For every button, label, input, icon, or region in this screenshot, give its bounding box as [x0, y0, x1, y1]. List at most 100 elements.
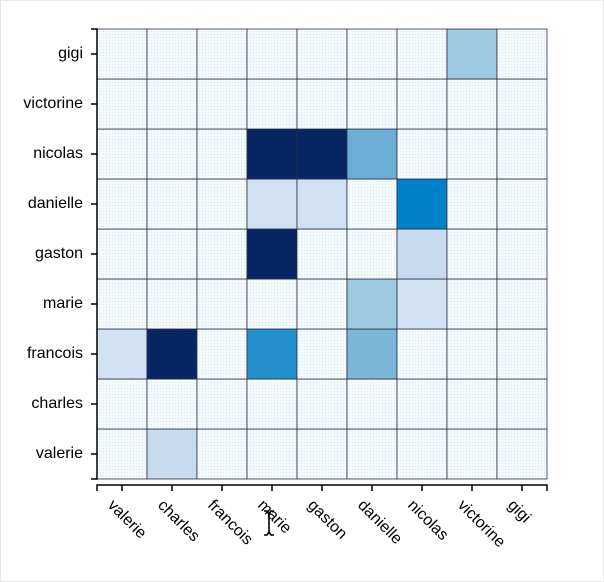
- y-tick-label: marie: [43, 295, 83, 312]
- heatmap-cell-gaston-victorine: [446, 228, 498, 280]
- heatmap-cell-gigi-danielle: [346, 28, 398, 80]
- heatmap-cell-gaston-valerie: [96, 228, 148, 280]
- heatmap-cell-francois-nicolas: [396, 328, 448, 380]
- heatmap-cell-victorine-charles: [146, 78, 198, 130]
- heatmap-cell-marie-victorine: [446, 278, 498, 330]
- y-tick-label: nicolas: [33, 145, 83, 162]
- y-tick-label: francois: [27, 345, 83, 362]
- heatmap-cell-francois-victorine: [446, 328, 498, 380]
- heatmap-cell-valerie-gigi: [496, 428, 548, 480]
- heatmap-cell-danielle-valerie: [96, 178, 148, 230]
- y-axis: valerie charles francois marie gaston daniell…: [23, 28, 98, 480]
- heatmap-cell-danielle-danielle: [346, 178, 398, 230]
- heatmap-cell-marie-valerie: [96, 278, 148, 330]
- heatmap-cell-charles-gigi: [496, 378, 548, 430]
- heatmap-cell-gaston-francois: [196, 228, 248, 280]
- x-tick-label: marie: [254, 497, 294, 537]
- x-tick-label: gigi: [504, 497, 534, 527]
- heatmap-cell-charles-nicolas: [396, 378, 448, 430]
- heatmap-cell-gaston-marie: [246, 228, 298, 280]
- heatmap-cell-charles-valerie: [96, 378, 148, 430]
- heatmap-cell-marie-nicolas: [396, 278, 448, 330]
- x-tick-label: gaston: [304, 497, 350, 543]
- heatmap-cell-marie-francois: [196, 278, 248, 330]
- heatmap-cell-charles-gaston: [296, 378, 348, 430]
- heatmap-cell-danielle-marie: [246, 178, 298, 230]
- heatmap-cell-nicolas-valerie: [96, 128, 148, 180]
- heatmap-cell-danielle-gaston: [296, 178, 348, 230]
- y-tick-label: victorine: [23, 95, 83, 112]
- y-tick-label: gigi: [58, 45, 83, 62]
- heatmap-cell-victorine-danielle: [346, 78, 398, 130]
- heatmap-cell-marie-danielle: [346, 278, 398, 330]
- heatmap-cell-francois-charles: [146, 328, 198, 380]
- heatmap-cell-danielle-nicolas: [396, 178, 448, 230]
- heatmap-cell-charles-charles: [146, 378, 198, 430]
- heatmap-cell-gigi-charles: [146, 28, 198, 80]
- heatmap-cell-charles-francois: [196, 378, 248, 430]
- heatmap-cell-gaston-nicolas: [396, 228, 448, 280]
- heatmap-cell-danielle-victorine: [446, 178, 498, 230]
- heatmap-cell-gigi-gaston: [296, 28, 348, 80]
- x-tick-label: valerie: [104, 497, 149, 542]
- heatmap-cell-gaston-danielle: [346, 228, 398, 280]
- heatmap-cell-valerie-gaston: [296, 428, 348, 480]
- heatmap-cell-gigi-marie: [246, 28, 298, 80]
- heatmap-cell-charles-victorine: [446, 378, 498, 430]
- heatmap-cell-danielle-francois: [196, 178, 248, 230]
- x-tick-label: charles: [154, 497, 203, 546]
- x-tick-label: victorine: [454, 497, 508, 551]
- heatmap-cell-francois-francois: [196, 328, 248, 380]
- heatmap-cell-valerie-victorine: [446, 428, 498, 480]
- heatmap-cell-valerie-valerie: [96, 428, 148, 480]
- heatmap-cell-victorine-valerie: [96, 78, 148, 130]
- heatmap-cell-nicolas-danielle: [346, 128, 398, 180]
- heatmap-cell-francois-gigi: [496, 328, 548, 380]
- heatmap-cell-gaston-gigi: [496, 228, 548, 280]
- heatmap-cell-nicolas-victorine: [446, 128, 498, 180]
- heatmap-cell-francois-danielle: [346, 328, 398, 380]
- heatmap-cell-victorine-victorine: [446, 78, 498, 130]
- heatmap-cell-valerie-charles: [146, 428, 198, 480]
- heatmap-cells: [96, 28, 548, 480]
- heatmap-cell-danielle-gigi: [496, 178, 548, 230]
- heatmap-cell-valerie-nicolas: [396, 428, 448, 480]
- heatmap-cell-victorine-francois: [196, 78, 248, 130]
- heatmap-cell-marie-marie: [246, 278, 298, 330]
- heatmap-cell-gigi-nicolas: [396, 28, 448, 80]
- heatmap-cell-nicolas-gaston: [296, 128, 348, 180]
- heatmap-cell-gigi-francois: [196, 28, 248, 80]
- heatmap-cell-gaston-gaston: [296, 228, 348, 280]
- heatmap-cell-nicolas-marie: [246, 128, 298, 180]
- heatmap-cell-francois-gaston: [296, 328, 348, 380]
- heatmap-cell-valerie-francois: [196, 428, 248, 480]
- y-tick-label: gaston: [35, 245, 83, 262]
- heatmap-cell-marie-gigi: [496, 278, 548, 330]
- heatmap-cell-nicolas-charles: [146, 128, 198, 180]
- heatmap-cell-victorine-nicolas: [396, 78, 448, 130]
- heatmap-cell-nicolas-gigi: [496, 128, 548, 180]
- heatmap-cell-gigi-valerie: [96, 28, 148, 80]
- heatmap-cell-charles-danielle: [346, 378, 398, 430]
- x-tick-label: francois: [204, 497, 256, 549]
- heatmap-cell-marie-charles: [146, 278, 198, 330]
- y-tick-label: danielle: [28, 195, 83, 212]
- heatmap-cell-nicolas-nicolas: [396, 128, 448, 180]
- heatmap-cell-valerie-danielle: [346, 428, 398, 480]
- heatmap-cell-danielle-charles: [146, 178, 198, 230]
- heatmap-cell-victorine-gigi: [496, 78, 548, 130]
- heatmap-cell-charles-marie: [246, 378, 298, 430]
- heatmap-cell-marie-gaston: [296, 278, 348, 330]
- heatmap-cell-nicolas-francois: [196, 128, 248, 180]
- heatmap-cell-francois-marie: [246, 328, 298, 380]
- y-tick-label: valerie: [36, 445, 83, 462]
- heatmap-cell-gigi-victorine: [446, 28, 498, 80]
- y-tick-label: charles: [31, 395, 83, 412]
- x-tick-label: danielle: [354, 497, 405, 548]
- text-cursor-icon: [264, 510, 274, 536]
- heatmap-cell-gaston-charles: [146, 228, 198, 280]
- heatmap-cell-victorine-gaston: [296, 78, 348, 130]
